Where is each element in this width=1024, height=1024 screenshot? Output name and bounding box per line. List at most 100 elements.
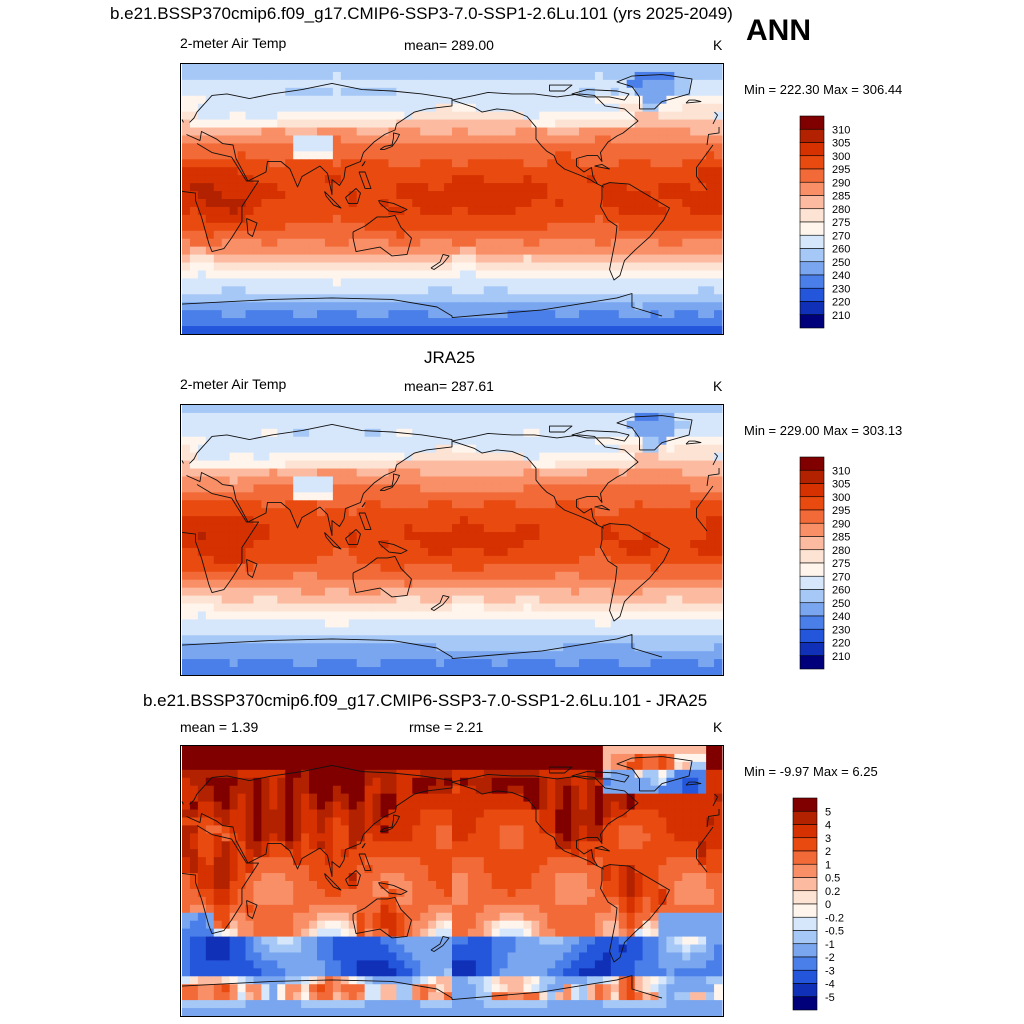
field-cell <box>523 278 532 287</box>
field-cell <box>436 111 445 121</box>
field-cell <box>658 64 667 73</box>
field-cell <box>253 547 262 557</box>
field-cell <box>269 508 278 517</box>
field-cell <box>658 595 667 605</box>
field-cell <box>499 579 509 589</box>
field-cell <box>221 603 231 612</box>
field-cell <box>531 238 540 248</box>
field-cell <box>714 103 723 113</box>
field-cell <box>285 167 294 176</box>
field-cell <box>682 476 691 485</box>
field-cell <box>221 412 231 422</box>
field-cell <box>452 452 461 462</box>
field-cell <box>436 206 445 216</box>
field-cell <box>579 484 588 493</box>
field-cell <box>642 452 652 462</box>
field-cell <box>356 151 366 160</box>
field-cell <box>587 753 596 763</box>
field-cell <box>499 444 509 454</box>
field-cell <box>467 603 477 612</box>
field-cell <box>348 428 358 438</box>
field-cell <box>698 492 707 501</box>
field-cell <box>459 500 469 509</box>
field-cell <box>610 746 620 755</box>
field-cell <box>348 547 358 557</box>
field-cell <box>332 405 342 414</box>
field-cell <box>499 294 509 303</box>
field-cell <box>452 532 461 541</box>
field-cell <box>674 746 683 755</box>
field-cell <box>515 508 524 517</box>
field-cell <box>245 579 254 589</box>
field-cell <box>658 310 667 319</box>
field-cell <box>618 214 628 224</box>
field-cell <box>491 627 501 636</box>
field-cell <box>380 769 389 779</box>
field-cell <box>293 412 302 422</box>
field-cell <box>182 412 191 422</box>
field-cell <box>452 143 461 152</box>
field-cell <box>674 508 683 517</box>
field-cell <box>587 547 596 557</box>
field-cell <box>213 460 223 470</box>
field-cell <box>658 405 667 414</box>
field-cell <box>539 412 548 422</box>
field-cell <box>690 326 699 334</box>
field-cell <box>658 753 667 763</box>
field-cell <box>467 667 477 675</box>
field-cell <box>356 452 366 462</box>
colorbar-tick-label: 240 <box>832 611 850 623</box>
field-cell <box>658 516 667 525</box>
field-cell <box>396 492 405 501</box>
field-cell <box>602 476 612 485</box>
field-cell <box>531 753 540 763</box>
field-cell <box>261 79 270 89</box>
field-cell <box>197 436 207 446</box>
field-cell <box>404 254 413 264</box>
field-cell <box>483 627 493 636</box>
field-cell <box>444 643 453 652</box>
field-cell <box>261 532 270 541</box>
field-cell <box>221 761 231 771</box>
field-cell <box>412 111 421 121</box>
field-cell <box>324 167 334 176</box>
field-cell <box>197 595 207 605</box>
field-cell <box>642 214 652 224</box>
field-cell <box>563 167 572 176</box>
coastline <box>246 559 258 578</box>
field-cell <box>380 270 389 279</box>
field-cell <box>626 199 636 208</box>
field-cell <box>412 310 421 319</box>
field-cell <box>650 651 659 660</box>
field-cell <box>205 191 215 200</box>
field-cell <box>634 294 644 303</box>
field-cell <box>674 619 683 628</box>
field-cell <box>706 103 715 113</box>
field-cell <box>396 595 405 605</box>
field-cell <box>579 468 588 477</box>
field-cell <box>205 318 215 327</box>
field-cell <box>245 262 254 271</box>
field-cell <box>388 214 397 224</box>
coastline <box>571 430 630 442</box>
field-cell <box>682 71 691 81</box>
field-cell <box>539 318 548 327</box>
field-cell <box>666 627 675 636</box>
field-cell <box>571 563 580 573</box>
field-cell <box>706 753 715 763</box>
field-cell <box>626 555 636 565</box>
field-cell <box>515 476 524 485</box>
field-cell <box>364 444 374 454</box>
field-cell <box>539 246 548 256</box>
field-cell <box>650 595 659 605</box>
field-cell <box>253 159 262 168</box>
field-cell <box>634 167 644 176</box>
field-cell <box>650 278 659 287</box>
field-cell <box>197 318 207 327</box>
field-cell <box>364 151 374 160</box>
field-cell <box>555 246 564 256</box>
field-cell <box>594 532 604 541</box>
coastline <box>712 452 718 466</box>
field-cell <box>642 635 652 644</box>
field-cell <box>515 484 524 493</box>
